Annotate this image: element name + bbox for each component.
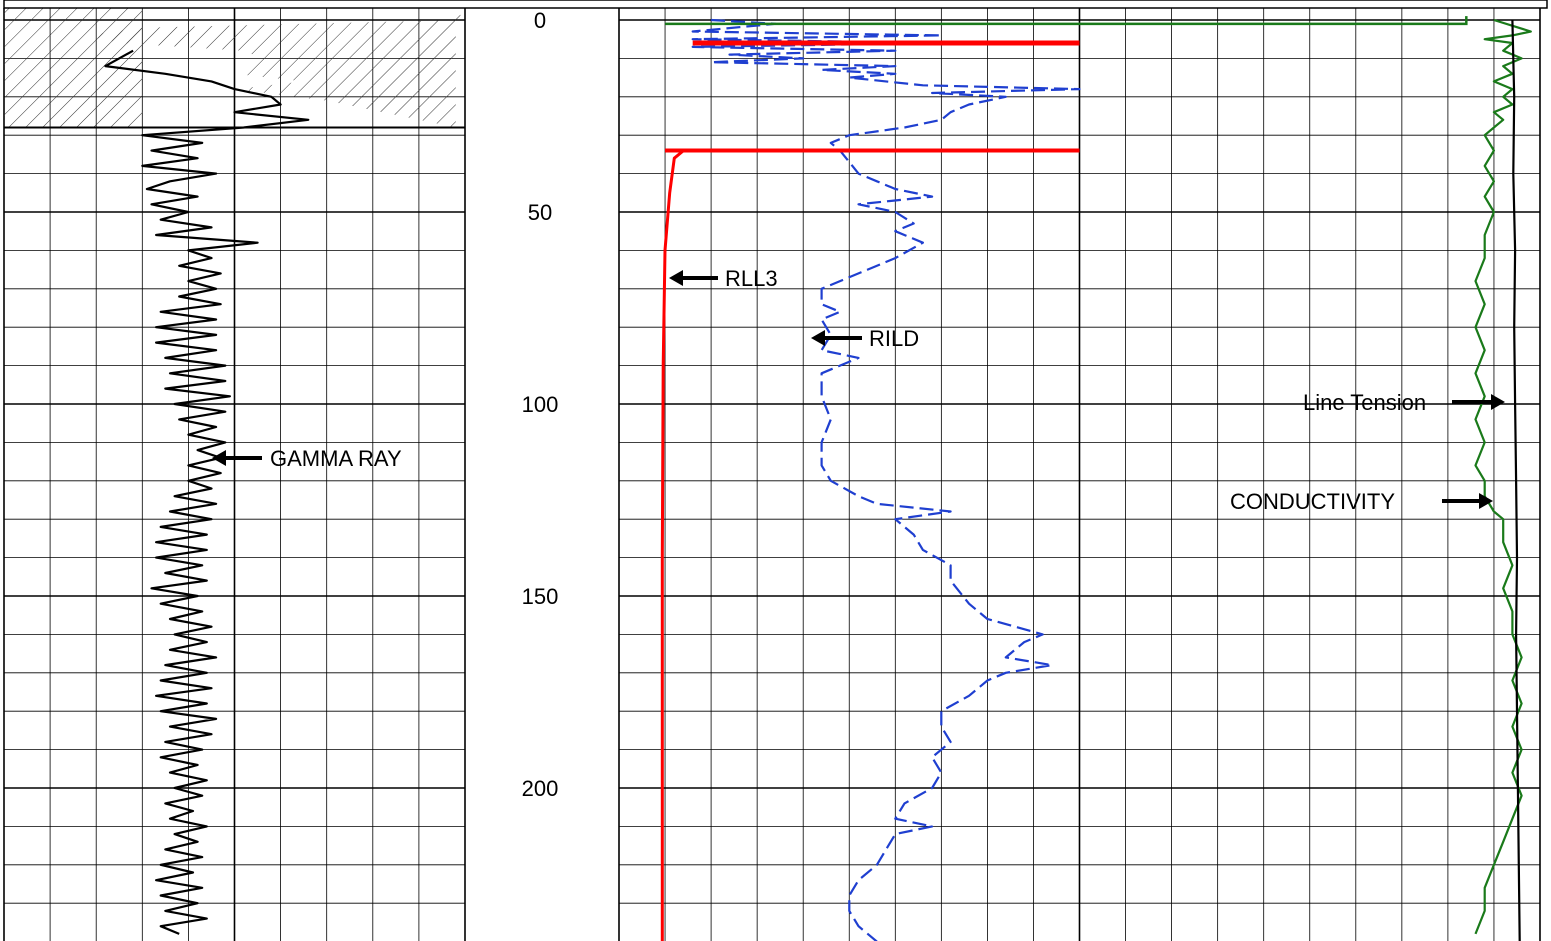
gamma-ray-annotation: GAMMA RAY [212, 446, 402, 471]
header-frame [3, 0, 1548, 9]
rild-annotation: RILD [811, 326, 919, 351]
line-tension-label: Line Tension [1303, 390, 1426, 415]
depth-tick-label: 50 [528, 200, 552, 225]
depth-tick-label: 0 [534, 8, 546, 33]
rll3-label: RLL3 [725, 266, 778, 291]
rild-label: RILD [869, 326, 919, 351]
arrow-right-icon [1479, 493, 1493, 509]
resistivity-track-grid [618, 8, 1541, 941]
depth-tick-label: 100 [522, 392, 559, 417]
arrow-right-icon [1491, 394, 1505, 410]
conductivity-label: CONDUCTIVITY [1230, 489, 1395, 514]
arrow-left-icon [212, 450, 226, 466]
gamma-hatch-fill [87, 8, 461, 128]
conductivity-top-excursion [665, 16, 1468, 26]
gamma-track-grid [3, 8, 466, 941]
rild-curve [691, 18, 1081, 941]
line-tension-curve [1511, 19, 1521, 941]
arrow-left-icon [669, 270, 683, 286]
arrow-left-icon [811, 330, 825, 346]
rll3-curve [660, 149, 685, 941]
depth-tick-label: 150 [522, 584, 559, 609]
gamma-ray-curve [104, 49, 310, 935]
line-tension-annotation: Line Tension [1303, 390, 1505, 415]
depth-tick-label: 200 [522, 776, 559, 801]
conductivity-curve [1474, 18, 1532, 935]
conductivity-annotation: CONDUCTIVITY [1230, 489, 1493, 514]
rll3-annotation: RLL3 [669, 266, 778, 291]
gamma-ray-label: GAMMA RAY [270, 446, 402, 471]
depth-axis: 0 50 100 150 200 [522, 8, 559, 801]
